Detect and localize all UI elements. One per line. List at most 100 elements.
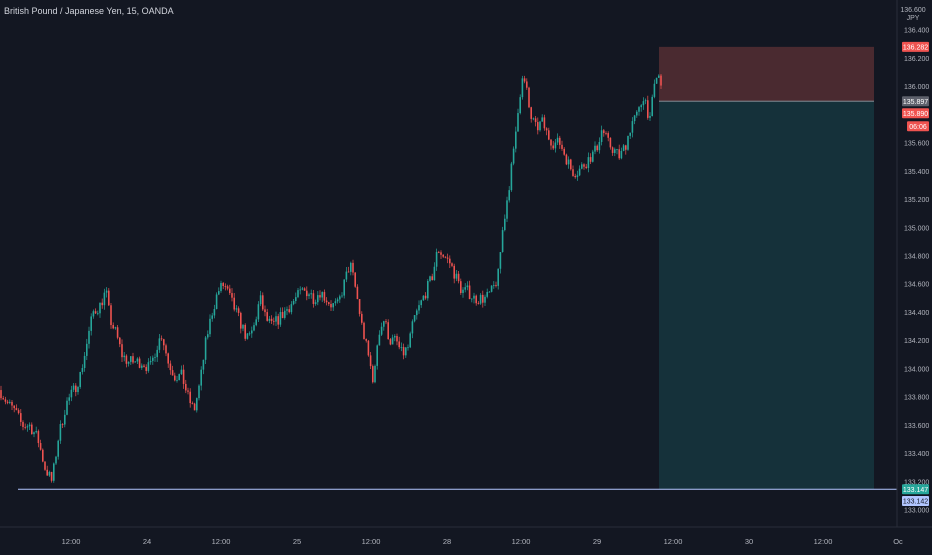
candle: [537, 117, 539, 135]
candle: [512, 146, 515, 166]
price-axis[interactable]: 133.000 133.200 133.400 133.600 133.800 134.0…: [904, 28, 929, 515]
candle-body: [48, 471, 51, 476]
candle-body: [420, 300, 422, 306]
candle-body: [169, 363, 172, 371]
candle-body: [209, 318, 211, 335]
candle: [352, 259, 354, 276]
candle: [312, 289, 315, 308]
candle: [453, 263, 455, 284]
candle-body: [464, 287, 466, 290]
y-tick-label: 134.800: [904, 254, 929, 261]
candle: [521, 75, 524, 100]
candle-body: [642, 101, 645, 106]
candle-body: [105, 290, 108, 293]
candle: [299, 286, 301, 295]
candle-body: [440, 252, 442, 255]
candle-body: [42, 449, 44, 462]
candle: [209, 314, 211, 338]
candle-body: [567, 159, 570, 165]
candle-body: [132, 356, 134, 363]
candle: [110, 303, 112, 329]
candle: [504, 214, 506, 232]
candle-body: [141, 365, 143, 368]
candle: [572, 165, 574, 177]
y-tick-label: 134.000: [904, 366, 929, 373]
candle-body: [112, 325, 114, 329]
candle: [427, 279, 429, 301]
candle-body: [402, 347, 405, 356]
time-axis[interactable]: 12:00 24 12:00 25 12:00 28 12:00 29 12:00 30 12:00…: [62, 537, 903, 546]
candle: [268, 315, 271, 324]
candle: [121, 339, 123, 363]
candle: [574, 173, 576, 179]
candle-body: [644, 100, 647, 102]
candle-body: [33, 432, 35, 435]
candle-body: [61, 424, 64, 425]
candle-body: [455, 273, 458, 279]
candle-body: [9, 401, 11, 403]
candle-body: [611, 147, 614, 153]
x-tick-label: 29: [593, 537, 601, 546]
stop-loss-zone[interactable]: [659, 46, 874, 102]
candle: [592, 149, 594, 163]
candle-body: [537, 122, 539, 131]
candle: [561, 140, 563, 151]
candle: [477, 301, 480, 305]
candle-body: [158, 338, 161, 350]
take-profit-zone[interactable]: [659, 101, 874, 490]
candle-body: [411, 321, 414, 334]
candle: [545, 127, 548, 136]
candle: [620, 147, 623, 160]
candle: [158, 333, 161, 353]
candle-body: [240, 312, 242, 329]
candle: [660, 74, 662, 90]
candle: [90, 313, 92, 336]
candle: [310, 289, 312, 299]
candle: [229, 284, 231, 295]
candle: [20, 409, 22, 426]
candle: [411, 319, 414, 339]
candle-body: [506, 200, 508, 219]
candle: [354, 272, 356, 288]
candle-body: [251, 330, 253, 334]
candle: [636, 110, 638, 118]
candle-body: [427, 280, 429, 299]
candle-body: [156, 349, 158, 358]
candle: [187, 387, 189, 395]
position-zones[interactable]: [659, 46, 874, 490]
candle-body: [268, 318, 271, 321]
candle-body: [398, 341, 400, 348]
x-tick-label: 24: [143, 537, 151, 546]
candle-body: [530, 107, 532, 119]
candle-body: [264, 309, 266, 313]
candle-body: [517, 113, 519, 132]
candle: [523, 75, 526, 84]
candle-body: [435, 251, 438, 267]
candle-body: [246, 333, 249, 339]
candle-body: [145, 366, 147, 371]
candle-body: [244, 324, 246, 339]
symbol-title: British Pound / Japanese Yen, 15, OANDA: [4, 6, 174, 16]
price-tag: 133.142: [902, 495, 929, 506]
y-tick-label: 133.200: [904, 479, 929, 486]
candle: [435, 248, 438, 271]
candle-body: [176, 380, 178, 381]
candle: [396, 333, 398, 346]
candle: [224, 283, 227, 291]
candle-body: [596, 145, 598, 151]
candle: [125, 354, 128, 368]
y-tick-label: 136.400: [904, 28, 929, 35]
price-tag-bg: [907, 121, 929, 132]
candle: [596, 144, 598, 152]
candle: [262, 292, 264, 311]
candle: [578, 165, 581, 177]
candle: [114, 326, 117, 330]
candle-body: [424, 295, 427, 299]
candle: [433, 262, 436, 281]
candle-body: [515, 131, 517, 149]
candle: [50, 471, 53, 483]
candle: [259, 290, 262, 307]
candle-body: [477, 303, 480, 305]
